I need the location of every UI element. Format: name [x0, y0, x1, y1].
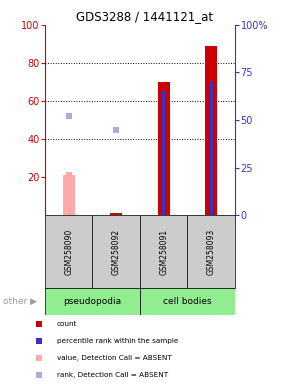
- Bar: [158, 82, 170, 215]
- Text: rank, Detection Call = ABSENT: rank, Detection Call = ABSENT: [57, 372, 168, 378]
- Bar: [110, 213, 122, 215]
- Bar: [187, 215, 235, 288]
- Bar: [140, 288, 235, 315]
- Bar: [63, 175, 75, 215]
- Text: GSM258092: GSM258092: [112, 228, 121, 275]
- Bar: [205, 46, 217, 215]
- Text: GSM258090: GSM258090: [64, 228, 73, 275]
- Text: GSM258093: GSM258093: [207, 228, 216, 275]
- Text: value, Detection Call = ABSENT: value, Detection Call = ABSENT: [57, 355, 171, 361]
- Bar: [140, 215, 187, 288]
- Bar: [45, 215, 93, 288]
- Bar: [93, 215, 140, 288]
- Text: pseudopodia: pseudopodia: [64, 297, 122, 306]
- Bar: [210, 82, 213, 215]
- Bar: [45, 288, 140, 315]
- Text: count: count: [57, 321, 77, 326]
- Text: cell bodies: cell bodies: [163, 297, 212, 306]
- Bar: [162, 91, 165, 215]
- Text: GSM258091: GSM258091: [159, 228, 168, 275]
- Text: percentile rank within the sample: percentile rank within the sample: [57, 338, 178, 344]
- Text: other ▶: other ▶: [3, 297, 37, 306]
- Text: GDS3288 / 1441121_at: GDS3288 / 1441121_at: [77, 10, 213, 23]
